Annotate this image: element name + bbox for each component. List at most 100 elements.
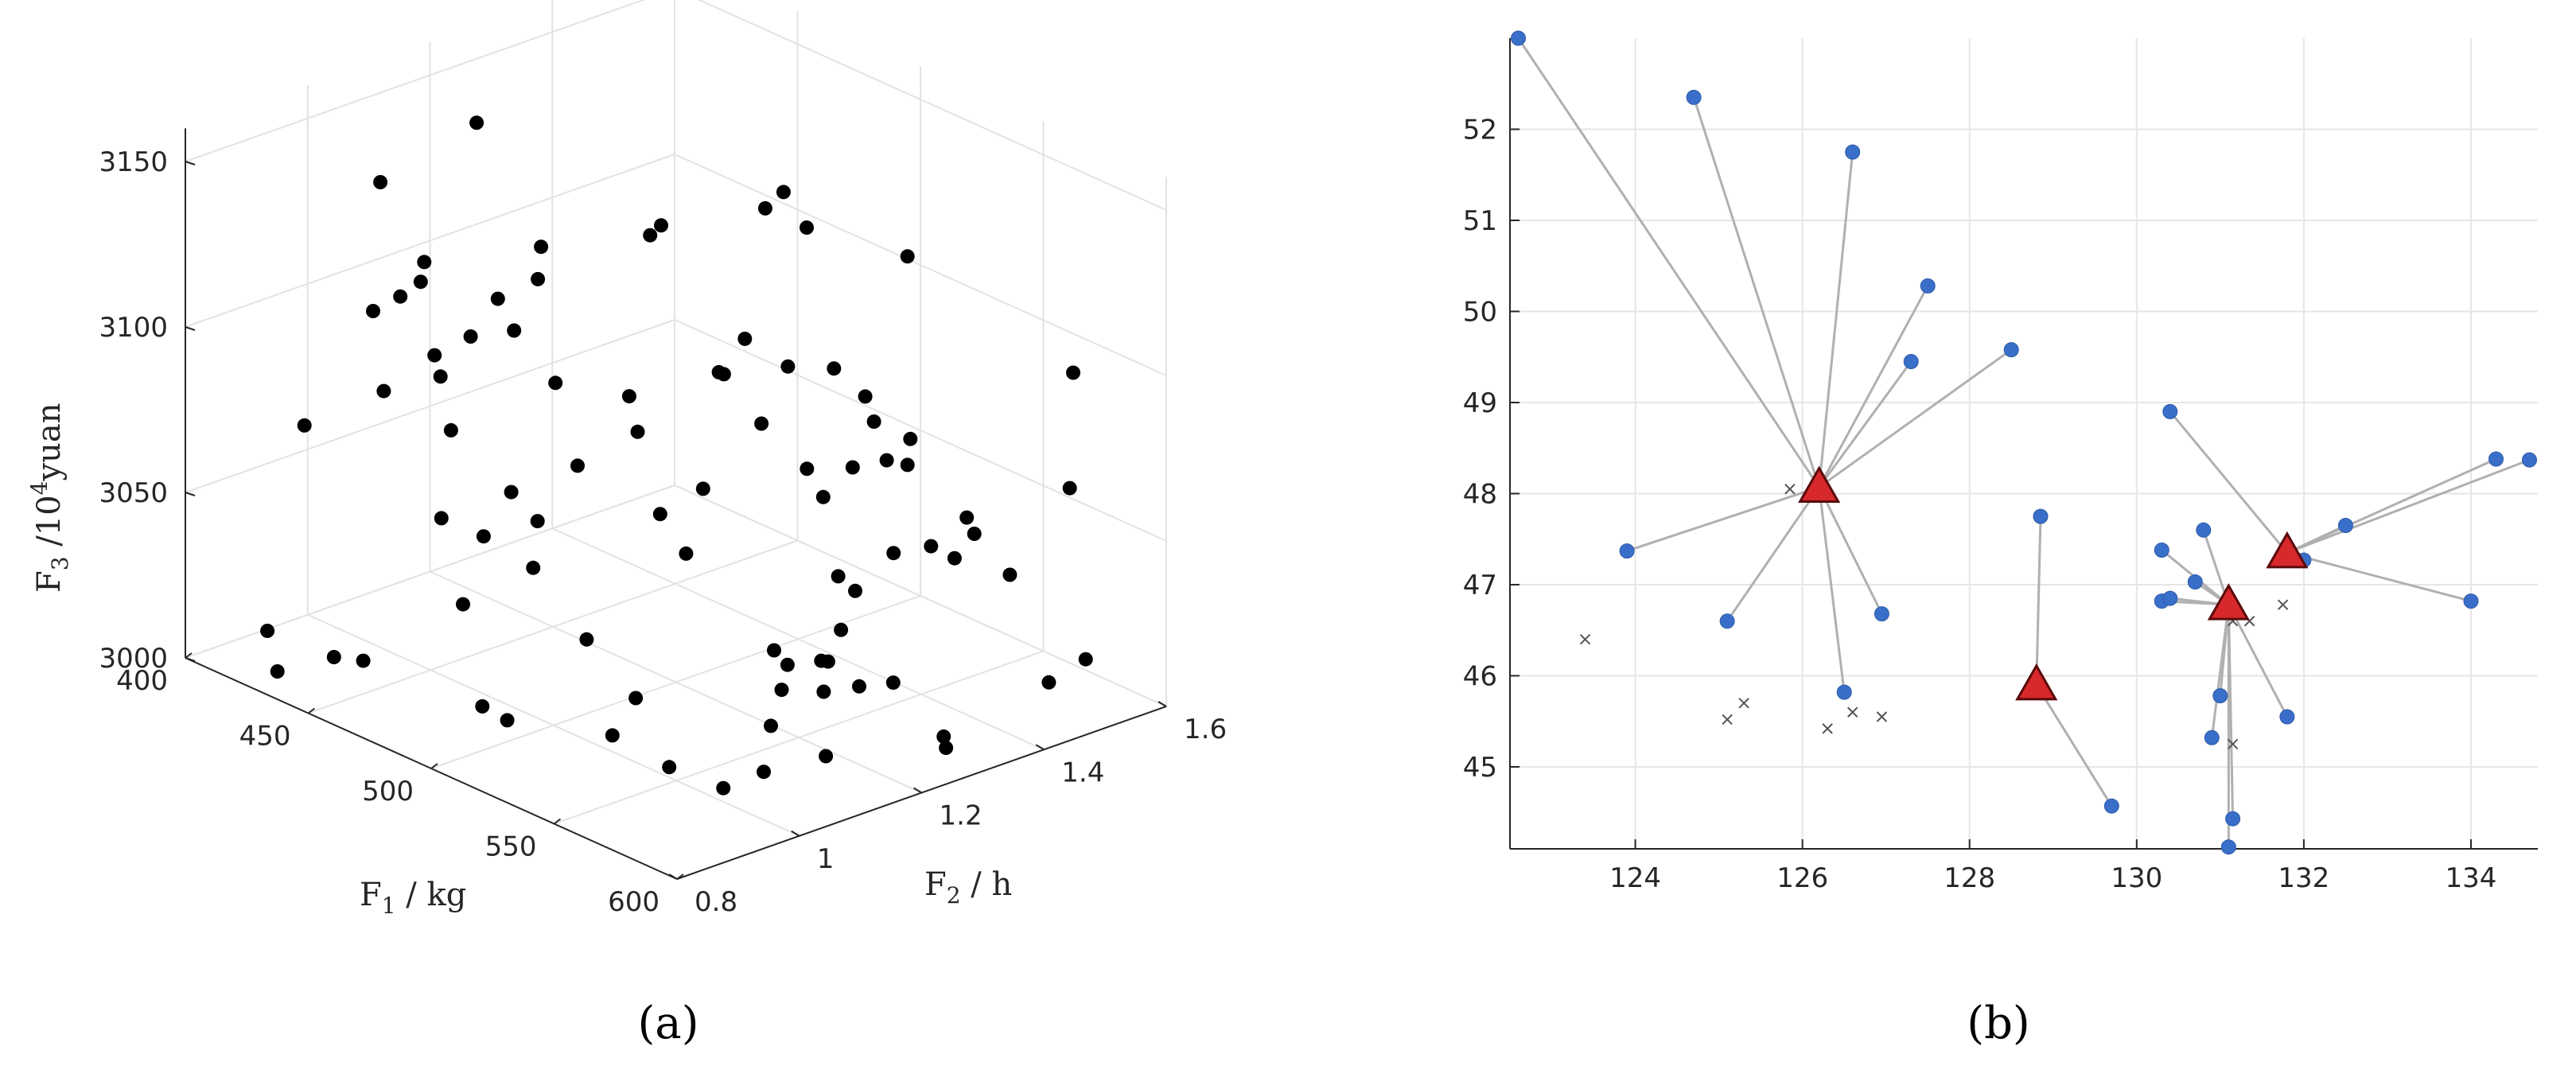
x-tick-label: 600 (608, 886, 660, 918)
data-point (1062, 480, 1077, 496)
panel-b-2d-scatter: 124 126 128 130 132 134 45 46 47 48 49 50 51 52 (b) (1463, 30, 2538, 1049)
z-tick-label: 3050 (99, 477, 168, 509)
data-point (1619, 543, 1635, 559)
link-line (1818, 348, 2013, 488)
grid-line (697, 0, 1167, 211)
data-point (2225, 811, 2241, 827)
panel-a-y-axis-label: F2 / h (924, 866, 1012, 908)
panel-a-3d-scatter: 3000 3050 3100 3150 400 450 500 550 600 0.8 1 1.2 1.… (26, 0, 1227, 1049)
data-point (1845, 144, 1861, 160)
y-tick (1035, 744, 1045, 751)
grid-line (674, 484, 1167, 707)
data-point (570, 458, 585, 473)
data-point (417, 255, 432, 270)
data-point (654, 218, 668, 233)
data-point (900, 249, 915, 264)
data-point (947, 551, 962, 566)
data-point (326, 650, 341, 664)
panel-a-tick-labels: 3000 3050 3100 3150 400 450 500 550 600 0.8 1 1.2 1.… (99, 146, 1227, 918)
data-point (376, 383, 391, 399)
data-point (463, 329, 478, 344)
data-point (366, 304, 380, 318)
data-point (548, 375, 563, 391)
data-point (800, 461, 815, 477)
z-tick (185, 492, 196, 496)
data-point (780, 657, 795, 672)
data-point (1511, 30, 1526, 46)
panel-a-label: (a) (637, 998, 698, 1049)
cross-marker (2277, 599, 2289, 610)
data-point (1874, 606, 1889, 622)
data-point (679, 546, 694, 561)
data-point (621, 389, 636, 404)
data-point (2212, 688, 2228, 704)
y-tick-label: 45 (1463, 752, 1497, 784)
data-point (819, 749, 834, 764)
x-tick (307, 707, 316, 714)
x-tick-label: 134 (2446, 862, 2497, 894)
data-point (2033, 508, 2049, 524)
panel-a-points (260, 115, 1093, 796)
link-line (2169, 410, 2289, 554)
data-point (959, 510, 975, 525)
x-tick-label: 126 (1776, 862, 1828, 894)
data-point (757, 200, 772, 216)
z-tick-label: 3100 (99, 312, 168, 344)
center-triangle (1798, 465, 1841, 503)
data-point (2279, 709, 2295, 725)
panel-a-grid (185, 0, 1167, 880)
data-point (2463, 593, 2479, 609)
data-point (433, 369, 448, 384)
x-tick (185, 652, 193, 659)
data-point (1041, 675, 1056, 690)
y-tick (1158, 701, 1167, 707)
link-line (1626, 486, 1820, 553)
cross-marker (2227, 738, 2239, 750)
data-point (427, 348, 442, 363)
data-point (434, 511, 449, 526)
data-point (816, 684, 831, 699)
z-tick-label: 3000 (99, 643, 168, 675)
data-point (393, 289, 408, 304)
data-point (1920, 278, 1936, 294)
data-point (531, 271, 546, 286)
data-point (845, 460, 860, 475)
data-point (780, 359, 796, 374)
data-point (2337, 518, 2353, 533)
data-point (774, 683, 789, 698)
data-point (866, 414, 881, 429)
data-point (716, 780, 731, 796)
data-point (456, 597, 470, 612)
data-point (754, 416, 769, 431)
data-point (2488, 451, 2504, 467)
link-line (2286, 551, 2472, 603)
link-line (1818, 360, 1913, 488)
panel-b-crosses (1579, 484, 2289, 750)
data-point (879, 453, 894, 468)
cross-marker (1846, 706, 1858, 718)
data-point (476, 529, 491, 544)
y-tick-label: 46 (1463, 660, 1497, 692)
link-line (2286, 458, 2531, 554)
data-point (924, 539, 939, 554)
y-tick-label: 1.2 (940, 800, 983, 832)
data-point (757, 764, 771, 780)
link-line (1818, 151, 1854, 488)
cross-marker (1722, 714, 1733, 726)
data-point (534, 239, 549, 255)
data-point (834, 622, 849, 637)
z-tick (185, 657, 196, 662)
data-point (852, 679, 866, 694)
data-point (2162, 403, 2178, 419)
link-line (2228, 604, 2289, 718)
grid-line (307, 613, 800, 837)
data-point (2003, 342, 2019, 358)
data-point (764, 718, 778, 733)
link-line (2210, 604, 2230, 738)
panel-a-axes (185, 128, 1167, 880)
y-tick (912, 787, 923, 794)
data-point (2204, 729, 2220, 745)
data-point (475, 698, 490, 714)
link-line (1517, 37, 1820, 488)
grid-line (185, 154, 675, 328)
